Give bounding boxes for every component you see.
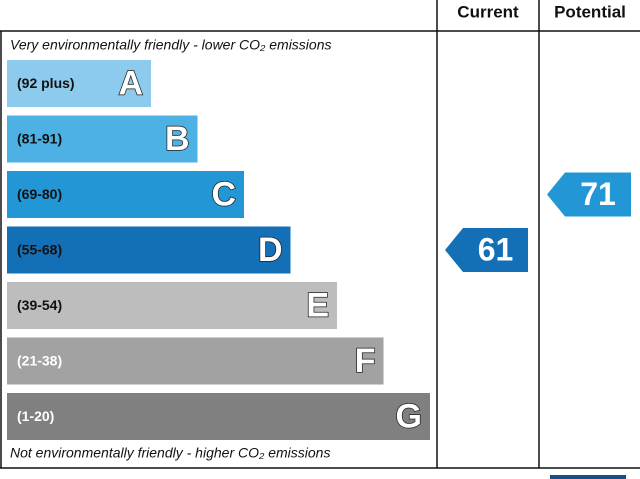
band-letter: D [258, 231, 283, 269]
band-range: (69-80) [17, 186, 62, 202]
rating-value: 71 [580, 176, 616, 212]
potential-header: Potential [554, 2, 626, 21]
band-bar [7, 171, 244, 218]
band-letter: E [306, 286, 329, 324]
band-range: (92 plus) [17, 75, 75, 91]
rating-arrow [547, 172, 631, 217]
band-bar [7, 60, 151, 107]
frame [0, 0, 640, 469]
band-range: (55-68) [17, 242, 62, 258]
band-range: (39-54) [17, 297, 62, 313]
band-letter: A [118, 64, 143, 102]
band-range: (21-38) [17, 353, 62, 369]
band-letter: B [165, 120, 190, 158]
decoration [550, 475, 626, 479]
band-range: (1-20) [17, 408, 54, 424]
rating-value: 61 [478, 231, 514, 267]
band-letter: F [355, 342, 376, 380]
bottom-note: Not environmentally friendly - higher CO… [10, 445, 330, 461]
band-bar [7, 115, 198, 163]
band-bar [7, 282, 337, 329]
band-letter: C [211, 175, 236, 213]
rating-arrow [445, 228, 528, 272]
band-bar [7, 393, 430, 440]
band-bar [7, 337, 384, 385]
band-bar [7, 226, 291, 274]
band-range: (81-91) [17, 131, 62, 147]
top-note: Very environmentally friendly - lower CO… [10, 37, 331, 53]
band-letter: G [396, 397, 422, 435]
current-header: Current [457, 2, 519, 21]
